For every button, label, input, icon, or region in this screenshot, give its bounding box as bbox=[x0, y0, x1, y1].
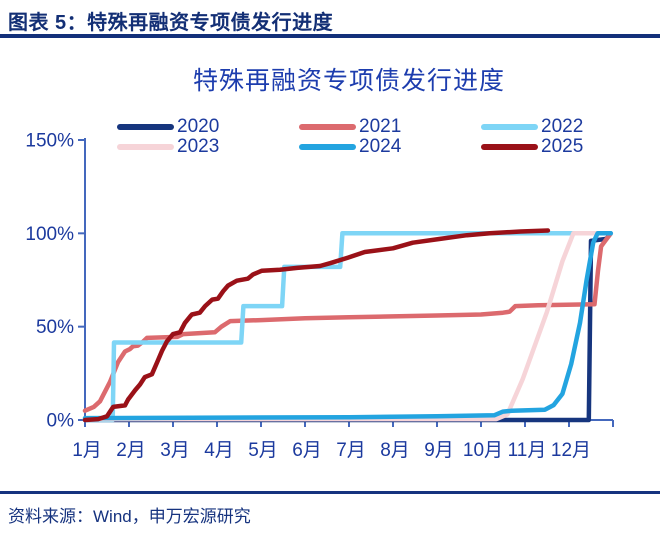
legend-item-2021: 2021 bbox=[299, 116, 481, 137]
x-tick-label: 1月 bbox=[72, 440, 102, 461]
legend-item-2022: 2022 bbox=[481, 116, 660, 137]
chart-title: 特殊再融资专项债发行进度 bbox=[192, 67, 505, 95]
legend-swatch-2022 bbox=[481, 124, 538, 130]
chart-legend: 2020 2021 2022 2023 2024 2025 bbox=[117, 116, 660, 157]
legend-swatch-2024 bbox=[299, 144, 356, 150]
series-line-2021 bbox=[82, 231, 614, 413]
y-tick-label: 100% bbox=[25, 224, 74, 245]
footer-divider bbox=[0, 491, 660, 494]
legend-swatch-2025 bbox=[481, 144, 538, 150]
figure-caption: 图表 5：特殊再融资专项债发行进度 bbox=[8, 12, 334, 34]
x-tick-label: 5月 bbox=[248, 440, 278, 461]
y-tick-label: 150% bbox=[25, 131, 74, 152]
series-line-2022 bbox=[82, 231, 614, 423]
x-tick-label: 8月 bbox=[380, 440, 410, 461]
legend-label-2023: 2023 bbox=[177, 136, 220, 157]
legend-item-2023: 2023 bbox=[117, 136, 299, 157]
x-tick-label: 2月 bbox=[116, 440, 146, 461]
x-tick-label: 12月 bbox=[551, 440, 591, 461]
series-line-2023 bbox=[82, 231, 614, 422]
legend-item-2020: 2020 bbox=[117, 116, 299, 137]
y-tick-label: 50% bbox=[36, 317, 74, 338]
x-tick-label: 4月 bbox=[204, 440, 234, 461]
y-tick-label: 0% bbox=[47, 411, 75, 432]
x-tick-label: 6月 bbox=[292, 440, 322, 461]
axes bbox=[84, 138, 613, 421]
legend-swatch-2023 bbox=[117, 144, 174, 150]
legend-label-2022: 2022 bbox=[541, 116, 584, 137]
source-note: 资料来源：Wind，申万宏源研究 bbox=[8, 507, 251, 526]
legend-swatch-2021 bbox=[299, 124, 356, 130]
x-tick-label: 7月 bbox=[336, 440, 366, 461]
legend-label-2025: 2025 bbox=[541, 136, 584, 157]
legend-label-2020: 2020 bbox=[177, 116, 220, 137]
legend-label-2021: 2021 bbox=[359, 116, 402, 137]
legend-item-2024: 2024 bbox=[299, 136, 481, 157]
legend-swatch-2020 bbox=[117, 124, 174, 130]
series-line-2025 bbox=[82, 228, 551, 423]
x-tick-label: 3月 bbox=[160, 440, 190, 461]
series-line-2020 bbox=[82, 231, 614, 423]
series-line-2024 bbox=[82, 231, 614, 421]
header-divider bbox=[0, 34, 660, 38]
legend-item-2025: 2025 bbox=[481, 136, 660, 157]
x-tick-label: 9月 bbox=[424, 440, 454, 461]
legend-label-2024: 2024 bbox=[359, 136, 402, 157]
x-tick-label: 11月 bbox=[508, 440, 547, 461]
x-tick-label: 10月 bbox=[463, 440, 503, 461]
